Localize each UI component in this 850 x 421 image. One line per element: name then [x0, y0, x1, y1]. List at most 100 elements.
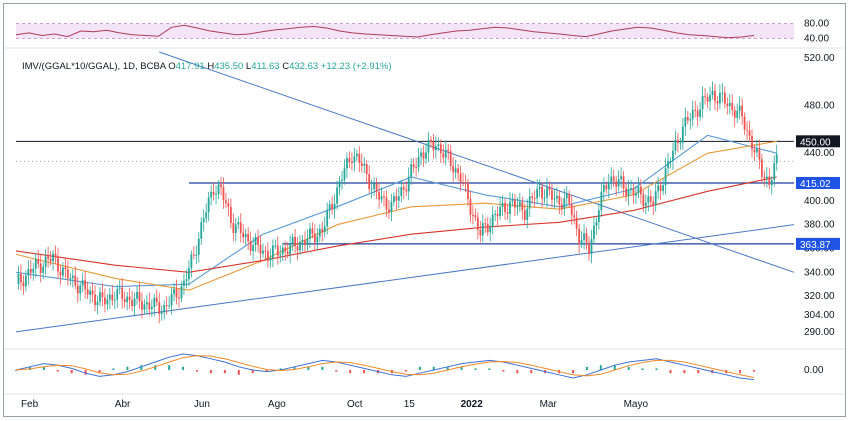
candle-body [311, 228, 314, 234]
candle-body [701, 95, 704, 110]
ma-fast-line [15, 134, 777, 288]
candle-body [499, 206, 501, 216]
candle-body [773, 163, 776, 180]
candle-body [432, 141, 435, 151]
candle-body [412, 164, 415, 168]
candles-group [17, 81, 778, 324]
candle-body [758, 148, 761, 160]
candle-body [449, 151, 452, 166]
candle-body [719, 93, 721, 104]
candle-body [400, 187, 403, 197]
macd-histogram-bar [196, 370, 199, 372]
macd-histogram-bar [446, 366, 449, 370]
candle-body [644, 202, 647, 207]
candle-body [360, 162, 363, 166]
candle-body [546, 187, 548, 198]
candle-body [669, 160, 672, 162]
macd-histogram-bar [126, 366, 129, 370]
candle-body [699, 109, 702, 117]
candle-body [111, 294, 114, 301]
candle-body [689, 119, 692, 121]
symbol-name[interactable]: IMV/(GGAL*10/GGAL), 1D, BCBA [22, 61, 166, 72]
candle-body [104, 297, 106, 305]
candle-body [170, 293, 173, 306]
candle-body [81, 280, 84, 286]
candle-body [20, 273, 22, 283]
candle-body [422, 152, 425, 159]
candle-body [751, 135, 753, 150]
high-label: H [207, 61, 215, 72]
candle-body [158, 301, 161, 314]
candle-body [202, 218, 205, 223]
macd-histogram-bar [669, 370, 672, 374]
candle-body [439, 144, 442, 154]
candle-body [484, 223, 487, 225]
candle-body [415, 167, 418, 169]
candle-body [333, 203, 336, 210]
candle-body [187, 268, 190, 280]
macd-histogram-bar [293, 366, 296, 370]
macd-histogram-bar [599, 365, 602, 370]
candle-body [178, 297, 180, 299]
candle-body [462, 181, 464, 183]
macd-histogram-bar [697, 370, 700, 374]
candle-body [299, 242, 301, 251]
close-label: C [282, 61, 290, 72]
candle-body [756, 148, 758, 153]
candle-body [71, 275, 74, 279]
price-axis-tick: 520.00 [804, 53, 835, 64]
time-axis-label: Oct [347, 399, 363, 410]
candle-body [304, 240, 306, 245]
candle-body [632, 188, 635, 196]
candle-body [635, 193, 637, 196]
candle-body [388, 209, 390, 212]
candle-body [309, 228, 311, 239]
candle-body [521, 201, 524, 211]
candle-body [222, 186, 225, 201]
candle-body [32, 268, 35, 273]
candle-body [383, 196, 385, 198]
candle-body [538, 186, 541, 189]
candle-body [37, 259, 40, 264]
macd-histogram-bar [182, 366, 185, 370]
candle-body [617, 179, 620, 187]
open-value: 417.91 [175, 61, 205, 72]
candle-body [99, 292, 101, 302]
rsi-line [15, 24, 755, 39]
candle-body [760, 159, 763, 178]
candle-body [271, 245, 274, 259]
candle-body [748, 130, 751, 136]
candle-body [657, 185, 660, 192]
candle-body [711, 90, 714, 96]
price-axis-tick: 340.00 [804, 267, 835, 278]
candle-body [183, 280, 185, 286]
rsi-axis-tick: 40.00 [804, 34, 829, 45]
candle-body [148, 302, 151, 310]
candle-body [595, 222, 598, 226]
candle-body [501, 202, 504, 207]
candle-body [370, 188, 373, 190]
trendline-1 [15, 224, 795, 333]
candle-body [533, 198, 536, 200]
candle-body [358, 153, 361, 163]
candle-body [353, 156, 356, 163]
candle-body [464, 182, 467, 184]
candle-body [24, 275, 27, 287]
candle-body [543, 197, 546, 199]
price-axis-tick: 304.00 [804, 310, 835, 321]
rsi-band [16, 23, 794, 39]
time-axis-label: Mayo [624, 399, 649, 410]
macd-histogram-bar [237, 370, 240, 375]
candle-body [247, 233, 250, 242]
candle-body [677, 140, 679, 143]
candle-body [49, 258, 52, 262]
candle-body [491, 214, 494, 227]
candle-body [397, 196, 400, 201]
price-chart[interactable]: 520.00480.00440.00400.00380.00360.00340.… [4, 4, 845, 416]
candle-body [301, 240, 304, 243]
macd-histogram-bar [418, 366, 421, 370]
candle-body [476, 217, 479, 230]
candle-body [200, 222, 203, 239]
candle-body [313, 233, 316, 243]
candle-body [741, 105, 744, 117]
